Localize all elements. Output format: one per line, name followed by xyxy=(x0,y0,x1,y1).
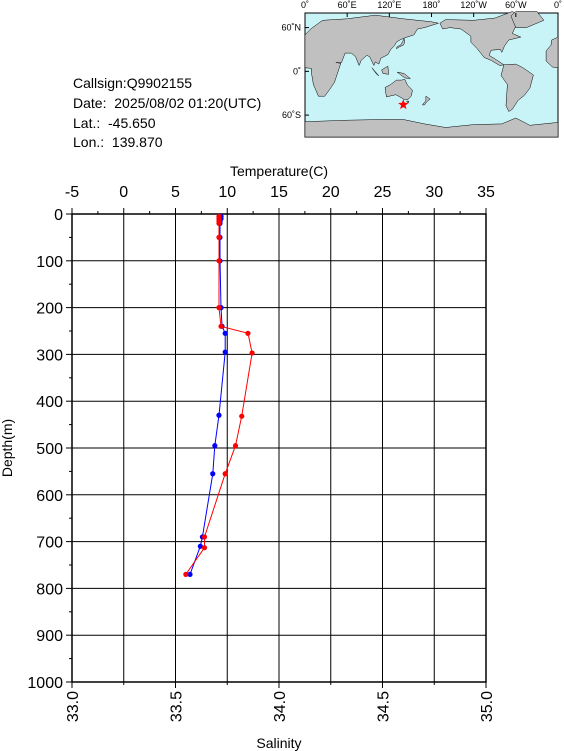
salinity-point xyxy=(218,323,224,329)
y-tick-label: 200 xyxy=(36,301,63,318)
map-top-tick-label: 0˚ xyxy=(301,0,309,10)
salinity-point xyxy=(245,330,251,336)
temperature-point xyxy=(222,330,228,336)
x-bottom-tick-label: 33.0 xyxy=(65,691,82,722)
x-top-tick-label: 35 xyxy=(477,184,495,201)
x-bottom-axis-label: Salinity xyxy=(256,735,301,751)
y-tick-label: 800 xyxy=(36,581,63,598)
chart-series xyxy=(183,213,255,577)
map-land-mass xyxy=(500,63,534,112)
map-land-mass xyxy=(545,35,559,68)
map-land-mass xyxy=(304,14,439,97)
y-tick-label: 500 xyxy=(36,441,63,458)
map-land-mass xyxy=(381,65,389,75)
map-top-tick-label: 60˚E xyxy=(338,0,357,10)
x-top-tick-label: 20 xyxy=(322,184,340,201)
y-tick-label: 600 xyxy=(36,488,63,505)
salinity-point xyxy=(216,220,222,226)
info-lat: Lat.: -45.650 xyxy=(73,115,156,131)
info-callsign: Callsign:Q9902155 xyxy=(73,75,193,91)
y-tick-label: 900 xyxy=(36,628,63,645)
y-tick-label: 300 xyxy=(36,347,63,364)
map-left-tick-label: 60˚N xyxy=(281,23,301,33)
map-top-tick-label: 120˚E xyxy=(377,0,401,10)
world-map: 0˚ 60˚E 120˚E 180˚ 120˚W 60˚W 0˚ 60˚N 0˚ 60˚S xyxy=(281,0,562,138)
map-top-tick-label: 120˚W xyxy=(460,0,487,10)
salinity-point xyxy=(232,443,239,449)
x-bottom-tick-label: 34.5 xyxy=(376,691,393,722)
y-tick-label: 400 xyxy=(36,394,63,411)
y-tick-label: 700 xyxy=(36,535,63,552)
x-bottom-tick-label: 33.5 xyxy=(169,691,186,722)
salinity-point xyxy=(216,234,222,240)
salinity-point xyxy=(201,534,208,540)
x-top-tick-label: -5 xyxy=(65,184,79,201)
x-top-tick-label: 5 xyxy=(171,184,180,201)
temperature-point xyxy=(187,571,193,577)
map-land-mass xyxy=(384,79,413,101)
map-land-mass xyxy=(304,117,559,138)
x-top-tick-label: 10 xyxy=(218,184,236,201)
y-tick-label: 100 xyxy=(36,254,63,271)
map-left-tick-label: 0˚ xyxy=(293,66,301,76)
salinity-point xyxy=(239,413,245,419)
info-lon: Lon.: 139.870 xyxy=(73,134,163,150)
salinity-point xyxy=(249,350,255,356)
temperature-point xyxy=(216,412,222,418)
chart-grid xyxy=(72,214,486,682)
salinity-point xyxy=(216,305,222,311)
y-tick-label: 0 xyxy=(54,207,63,224)
x-bottom-tick-label: 35.0 xyxy=(479,691,496,722)
map-land-mass xyxy=(395,37,406,50)
map-top-tick-label: 60˚W xyxy=(505,0,527,10)
map-left-tick-label: 60˚S xyxy=(282,110,301,120)
map-land-mass xyxy=(510,11,545,28)
info-date: Date: 2025/08/02 01:20(UTC) xyxy=(73,95,262,111)
salinity-point xyxy=(183,571,189,577)
location-star-icon xyxy=(398,99,409,110)
temperature-point xyxy=(197,543,203,549)
temperature-point xyxy=(222,349,228,355)
y-tick-label: 1000 xyxy=(27,675,63,692)
x-top-tick-label: 0 xyxy=(119,184,128,201)
x-top-tick-label: 30 xyxy=(425,184,443,201)
temperature-point xyxy=(212,443,218,449)
temperature-point xyxy=(210,471,216,477)
salinity-point xyxy=(222,471,228,477)
map-land-mass xyxy=(371,67,379,76)
map-marker xyxy=(398,99,409,110)
salinity-point xyxy=(201,545,208,551)
map-ticks: 0˚ 60˚E 120˚E 180˚ 120˚W 60˚W 0˚ 60˚N 0˚ 60˚S xyxy=(281,0,562,120)
y-axis-label: Depth(m) xyxy=(0,419,15,477)
map-top-tick-label: 0˚ xyxy=(554,0,562,10)
x-top-tick-label: 25 xyxy=(374,184,392,201)
x-bottom-tick-label: 34.0 xyxy=(272,691,289,722)
salinity-point xyxy=(216,258,222,264)
map-top-tick-label: 180˚ xyxy=(422,0,440,10)
map-land-mass xyxy=(396,71,412,79)
x-top-tick-label: 15 xyxy=(270,184,288,201)
map-land-mass xyxy=(421,95,431,106)
x-top-axis-label: Temperature(C) xyxy=(230,163,328,179)
